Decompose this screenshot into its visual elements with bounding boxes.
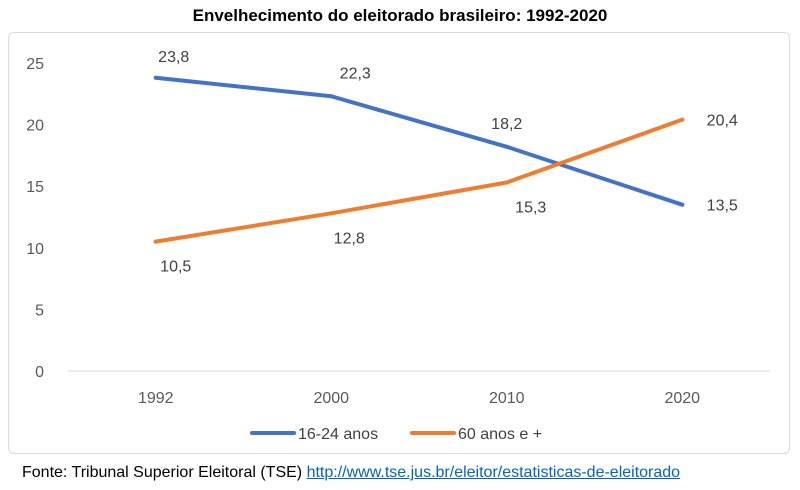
y-tick-label: 25 <box>26 56 44 73</box>
x-tick-label: 2010 <box>489 390 525 407</box>
y-tick-label: 10 <box>26 241 44 258</box>
legend-label: 60 anos e + <box>458 426 542 443</box>
data-point <box>680 117 685 122</box>
data-label: 20,4 <box>707 113 738 130</box>
data-label: 18,2 <box>491 116 522 133</box>
y-tick-label: 5 <box>35 302 44 319</box>
data-label: 23,8 <box>158 49 189 66</box>
source-link[interactable]: http://www.tse.jus.br/eleitor/estatistic… <box>306 464 681 481</box>
data-label: 15,3 <box>515 200 546 217</box>
data-point <box>153 75 158 80</box>
legend-label: 16-24 anos <box>298 426 378 443</box>
x-tick-label: 2020 <box>664 390 700 407</box>
y-tick-label: 15 <box>26 179 44 196</box>
data-point <box>504 180 509 185</box>
data-label: 22,3 <box>340 65 371 82</box>
source-line: Fonte: Tribunal Superior Eleitoral (TSE)… <box>22 464 680 482</box>
data-point <box>153 239 158 244</box>
x-tick-label: 2000 <box>313 390 349 407</box>
series-line <box>153 117 685 244</box>
data-label: 12,8 <box>334 230 365 247</box>
chart-title: Envelhecimento do eleitorado brasileiro:… <box>192 6 608 25</box>
data-label: 13,5 <box>707 198 738 215</box>
data-label: 10,5 <box>160 259 191 276</box>
x-tick-label: 1992 <box>138 390 174 407</box>
y-tick-label: 20 <box>26 118 44 135</box>
series-line <box>153 75 685 207</box>
data-point <box>329 211 334 216</box>
data-point <box>680 202 685 207</box>
data-point <box>504 144 509 149</box>
y-tick-label: 0 <box>35 364 44 381</box>
source-text: Fonte: Tribunal Superior Eleitoral (TSE) <box>22 464 303 481</box>
line-chart: 0 5 10 15 20 25 1992 2000 2010 2020 23,8 22,3 18,2 13… <box>26 49 770 443</box>
chart-frame <box>8 32 790 454</box>
data-point <box>329 94 334 99</box>
